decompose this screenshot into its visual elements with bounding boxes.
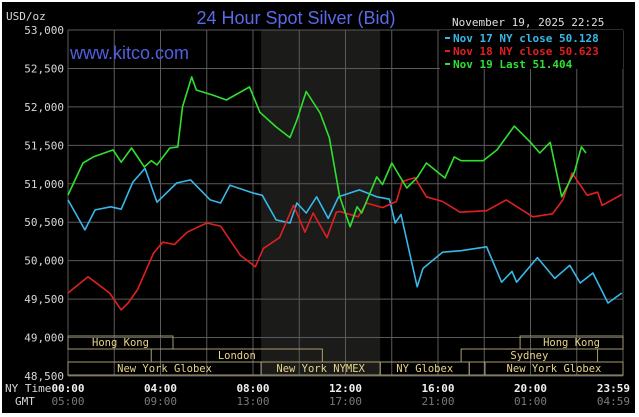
session-label: New York NYMEX <box>276 363 365 375</box>
y-tick-label: 51,500 <box>24 139 64 152</box>
legend-entry: Nov 18 NY close 50.623 <box>453 45 599 58</box>
x-tick-gmt: 13:00 <box>236 395 269 408</box>
session-bar <box>67 335 174 350</box>
x-tick-ny: 20:00 <box>514 382 547 395</box>
session-label: New York Globex <box>507 363 602 375</box>
x-tick-ny: 00:00 <box>51 382 84 395</box>
x-tick-ny: 08:00 <box>236 382 269 395</box>
y-tick-label: 50,000 <box>24 255 64 268</box>
ny-time-row-label: NY Time <box>5 382 51 395</box>
y-tick-label: 53,000 <box>24 24 64 37</box>
session-label: New York Globex <box>117 363 212 375</box>
y-tick-label: 52,000 <box>24 101 64 114</box>
session-label: NY Globex <box>396 363 453 375</box>
y-tick-label: 50,500 <box>24 216 64 229</box>
y-tick-label: 49,000 <box>24 332 64 345</box>
x-tick-gmt: 09:00 <box>144 395 177 408</box>
x-tick-gmt: 21:00 <box>421 395 454 408</box>
y-tick-label: 49,500 <box>24 293 64 306</box>
y-axis-unit: USD/oz <box>6 10 46 23</box>
legend-entry: Nov 17 NY close 50.128 <box>453 32 599 45</box>
session-label: Hong Kong <box>92 337 149 349</box>
y-tick-label: 51,000 <box>24 178 64 191</box>
session-bar <box>519 335 624 350</box>
session-label: London <box>218 350 256 362</box>
x-tick-gmt: 17:00 <box>329 395 362 408</box>
legend-entry: Nov 19 Last 51.404 <box>453 58 573 71</box>
series-line-2 <box>67 172 623 311</box>
x-tick-gmt: 04:59 <box>597 395 630 408</box>
y-tick-label: 52,500 <box>24 62 64 75</box>
x-tick-gmt: 01:00 <box>514 395 547 408</box>
chart-timestamp: November 19, 2025 22:25 <box>452 16 604 29</box>
x-tick-ny: 23:59 <box>597 382 630 395</box>
session-label: Hong Kong <box>543 337 600 349</box>
kitco-watermark: www.kitco.com <box>69 43 189 63</box>
x-tick-ny: 16:00 <box>421 382 454 395</box>
y-tick-label: 48,500 <box>24 370 64 383</box>
series-line-1 <box>67 167 623 304</box>
gmt-row-label: GMT <box>15 395 35 408</box>
legend-background <box>440 30 623 69</box>
x-tick-gmt: 05:00 <box>51 395 84 408</box>
x-tick-ny: 04:00 <box>144 382 177 395</box>
chart-title: 24 Hour Spot Silver (Bid) <box>196 8 395 28</box>
x-tick-ny: 12:00 <box>329 382 362 395</box>
session-label: Sydney <box>510 350 548 362</box>
series-line-3 <box>67 76 587 228</box>
